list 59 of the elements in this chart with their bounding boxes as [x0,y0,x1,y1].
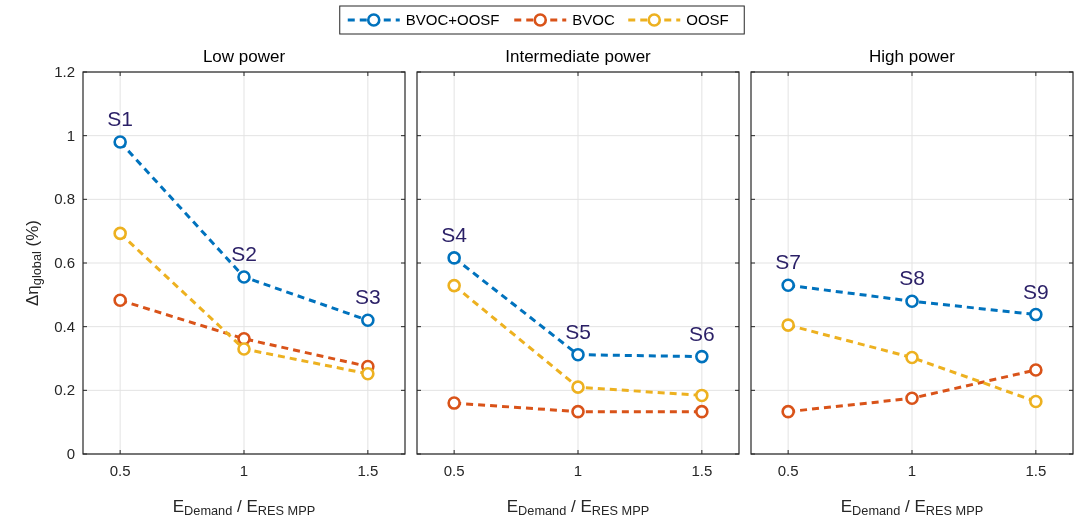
chart-title: Intermediate power [505,47,652,66]
point [781,404,795,419]
y-tick-label: 0 [66,445,75,462]
point [905,391,919,406]
annotation: S1 [107,107,133,131]
point [447,251,461,265]
y-tick-label: 1.2 [54,63,75,80]
x-axis-title: E$_{Demand}$ / E$_{RES MPP}$ [172,497,316,519]
point [781,318,795,332]
x-tick-label: 0.5 [109,462,131,479]
x-tick-label: 1 [573,462,583,479]
chart-title: Low power [202,47,286,66]
point [447,278,461,293]
point [237,270,251,284]
point [1029,363,1043,377]
point [905,350,919,365]
x-axis-title: E$_{Demand}$ / E$_{RES MPP}$ [840,497,984,519]
annotation: S4 [441,222,468,246]
point [113,293,127,308]
point [695,404,709,419]
point [1029,307,1043,322]
point [1029,394,1043,409]
point [447,396,461,410]
point [237,342,251,356]
point [361,366,375,381]
x-tick-label: 0.5 [443,462,465,479]
x-tick-label: 0.5 [777,462,799,479]
legend-label: OOSF [686,11,729,28]
x-tick-label: 1.5 [691,462,713,479]
x-tick-label: 1 [907,462,917,479]
y-tick-label: 0.6 [54,254,75,271]
point [905,294,919,308]
chart-title: High power [869,47,956,66]
point [571,380,585,394]
point [571,347,585,362]
x-tick-label: 1 [239,462,249,479]
point [113,226,127,241]
annotation: S6 [689,321,715,345]
annotation: S3 [355,285,381,309]
annotation: S5 [565,319,591,343]
point [361,313,375,328]
annotation: S2 [231,242,257,266]
y-tick-label: 1 [66,126,75,144]
y-tick-label: 0.4 [54,317,75,335]
legend-label: BVOC [572,11,615,28]
x-tick-label: 1.5 [357,462,379,479]
y-tick-label: 0.2 [54,381,75,399]
annotation: S9 [1023,279,1049,303]
point [113,135,127,149]
y-tick-label: 0.8 [54,190,75,208]
point [695,349,709,364]
point [781,278,795,293]
point [695,388,709,403]
x-axis-title: E$_{Demand}$ / E$_{RES MPP}$ [506,497,650,519]
annotation: S8 [899,266,925,290]
point [571,404,585,419]
legend-label: BVOC+OOSF [405,11,500,28]
annotation: S7 [775,250,801,274]
x-tick-label: 1.5 [1025,462,1047,479]
